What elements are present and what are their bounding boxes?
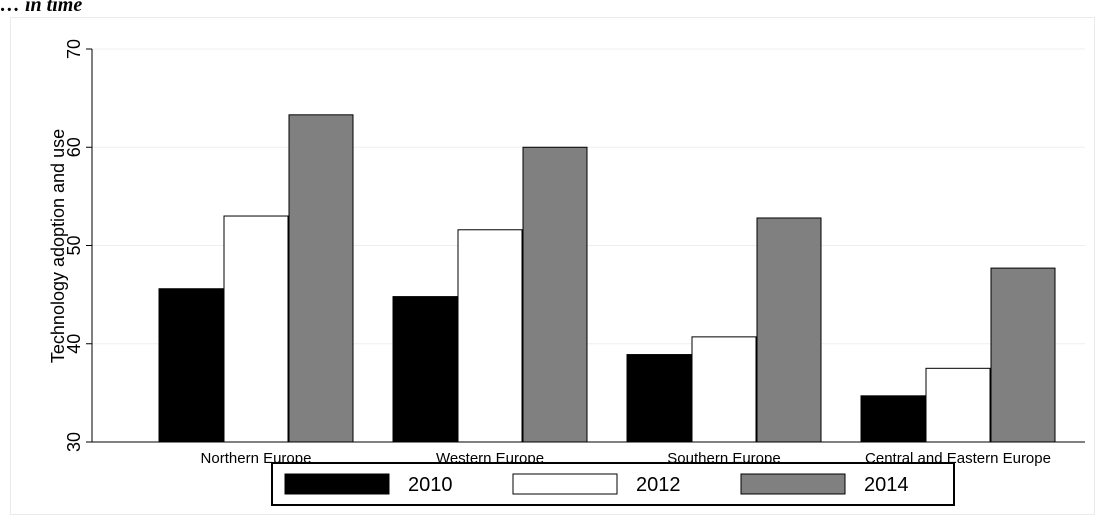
legend-swatch (284, 473, 390, 495)
legend: 2010 2012 2014 (271, 462, 955, 506)
bar (392, 296, 458, 443)
legend-swatch (512, 473, 618, 495)
legend-label: 2014 (864, 474, 909, 496)
bar (925, 367, 991, 443)
y-axis-label: Technology adoption and use (48, 129, 68, 363)
bars (158, 114, 1056, 443)
y-tick-label: 50 (64, 235, 84, 255)
bar (990, 267, 1056, 443)
bar (158, 288, 224, 443)
bar (691, 336, 757, 443)
bar (626, 354, 692, 443)
y-tick-label: 30 (64, 432, 84, 452)
bar (223, 215, 289, 443)
y-tick-label: 60 (64, 137, 84, 157)
legend-label: 2010 (408, 474, 453, 496)
bar (457, 229, 523, 443)
chart-subtitle: … in time (0, 0, 83, 16)
legend-label: 2012 (636, 474, 681, 496)
bar (288, 114, 354, 443)
bar (522, 146, 588, 443)
legend-swatch (740, 473, 846, 495)
bar (860, 395, 926, 443)
y-tick-label: 70 (64, 39, 84, 59)
y-tick-label: 40 (64, 334, 84, 354)
bar (756, 217, 822, 443)
